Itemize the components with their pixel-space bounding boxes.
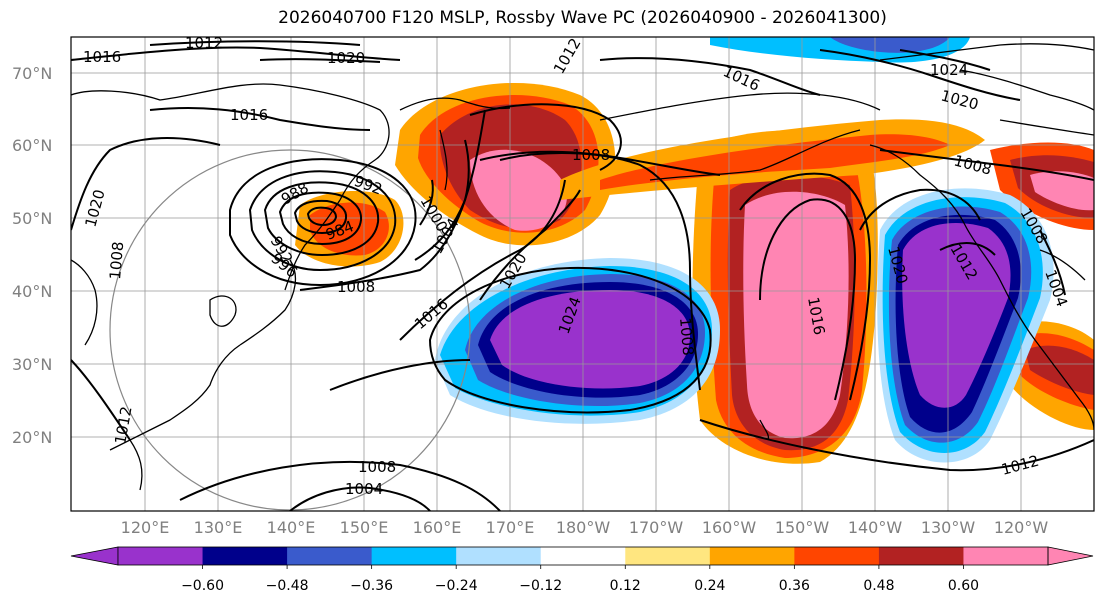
lon-label: 140°E bbox=[267, 518, 316, 537]
isobar-1020-east bbox=[859, 188, 981, 231]
isobar-1008-trough bbox=[299, 109, 486, 291]
isobar-label: 1016 bbox=[83, 48, 121, 66]
isobar-1020-north bbox=[259, 58, 381, 63]
isobar-label: 1004 bbox=[345, 480, 383, 498]
isobar-low-5 bbox=[293, 199, 348, 235]
lat-label: 40°N bbox=[12, 282, 52, 301]
colorbar-segment bbox=[625, 547, 711, 565]
colorbar-frame bbox=[117, 546, 1049, 566]
latitude-labels: 70°N 60°N 50°N 40°N 30°N 20°N bbox=[12, 64, 52, 447]
map-plot-area bbox=[71, 37, 1094, 511]
colorbar-tick-label: 0.60 bbox=[948, 578, 979, 594]
colorbar-tick-label: −0.24 bbox=[435, 578, 478, 594]
isobar-1012-aleutian bbox=[469, 103, 622, 171]
colorbar-tick-label: 0.12 bbox=[610, 578, 641, 594]
isobar-1016-siberia bbox=[149, 107, 371, 131]
isobar-1024-north bbox=[899, 49, 991, 71]
isobar-1016-ridge bbox=[399, 179, 566, 341]
isobar-label: 1008 bbox=[358, 458, 396, 476]
lon-label: 160°E bbox=[413, 518, 462, 537]
isobar-1012-tropic bbox=[71, 359, 131, 441]
lon-label: 150°W bbox=[775, 518, 830, 537]
lon-label: 130°W bbox=[921, 518, 976, 537]
isobar-1016-jet-north bbox=[599, 57, 821, 96]
rossby-positive-anomalies bbox=[295, 82, 1094, 464]
rossby-negative-anomalies bbox=[435, 37, 1054, 463]
graticule bbox=[71, 37, 1094, 511]
lat-label: 30°N bbox=[12, 355, 52, 374]
isobar-1008-aleutian bbox=[479, 150, 721, 176]
colorbar-segment bbox=[794, 547, 880, 565]
isobar-1016-eastridge bbox=[739, 172, 872, 401]
lon-label: 130°E bbox=[194, 518, 243, 537]
colorbar-segment bbox=[963, 547, 1049, 565]
colorbar-tick-label: 0.24 bbox=[694, 578, 725, 594]
isobar-1020-west bbox=[71, 137, 221, 231]
isobar-1004-coast bbox=[1039, 229, 1066, 296]
lat-label: 60°N bbox=[12, 136, 52, 155]
colorbar bbox=[70, 546, 1094, 569]
isobar-1024-high bbox=[428, 266, 712, 414]
isobar-label: 1016 bbox=[230, 106, 268, 124]
isobar-low-6 bbox=[306, 206, 338, 227]
isobar-label: 1008 bbox=[572, 146, 610, 164]
isobar-label: 1024 bbox=[930, 61, 968, 79]
colorbar-tick-label: −0.12 bbox=[519, 578, 562, 594]
colorbar-segment bbox=[540, 547, 626, 565]
isobar-low-outer bbox=[229, 158, 417, 287]
isobar-1000-trough bbox=[419, 179, 434, 226]
isobar-label: 1008 bbox=[106, 241, 127, 281]
colorbar-labels: −0.60 −0.48 −0.36 −0.24 −0.12 0.12 0.24 … bbox=[181, 578, 979, 594]
lon-label: 120°W bbox=[994, 518, 1049, 537]
colorbar-segment bbox=[456, 547, 542, 565]
colorbar-extend-min bbox=[70, 546, 119, 566]
colorbar-tick-label: −0.48 bbox=[266, 578, 309, 594]
lat-label: 20°N bbox=[12, 428, 52, 447]
isobar-label: 1020 bbox=[327, 49, 365, 67]
lon-label: 160°W bbox=[702, 518, 757, 537]
isobar-1004-trough bbox=[414, 139, 470, 261]
lon-label: 180°W bbox=[556, 518, 611, 537]
isobar-1020-ridge bbox=[479, 189, 581, 301]
isobar-1020-jet-north bbox=[819, 49, 1021, 101]
colorbar-segment bbox=[371, 547, 457, 565]
colorbar-segment bbox=[287, 547, 373, 565]
colorbar-segment bbox=[709, 547, 795, 565]
isobar-label: 1008 bbox=[337, 278, 375, 296]
colorbar-tick-label: 0.36 bbox=[779, 578, 810, 594]
isobar-low-3 bbox=[263, 181, 380, 257]
isobar-low-4 bbox=[278, 191, 363, 246]
colorbar-segment bbox=[202, 547, 288, 565]
coastlines bbox=[71, 43, 1094, 491]
map-title: 2026040700 F120 MSLP, Rossby Wave PC (20… bbox=[278, 8, 887, 28]
isobar-1016-northwest bbox=[71, 46, 401, 61]
colorbar-segment bbox=[118, 547, 204, 565]
colorbar-tick-label: −0.36 bbox=[350, 578, 393, 594]
map-frame bbox=[70, 36, 1095, 512]
isobar-1012-south bbox=[329, 359, 1094, 472]
isobar-1008-tropic bbox=[179, 460, 501, 511]
longitude-labels: 120°E 130°E 140°E 150°E 160°E 170°E 180°… bbox=[121, 518, 1049, 537]
lon-label: 140°W bbox=[848, 518, 903, 537]
lon-label: 170°W bbox=[629, 518, 684, 537]
lat-label: 70°N bbox=[12, 64, 52, 83]
lon-label: 150°E bbox=[340, 518, 389, 537]
colorbar-extend-max bbox=[1047, 546, 1094, 566]
colorbar-segment bbox=[878, 547, 964, 565]
isobar-1008-gulf bbox=[879, 149, 1094, 181]
isobar-low-2 bbox=[248, 170, 397, 272]
isobars bbox=[71, 40, 1094, 511]
isobar-1012-north bbox=[149, 40, 361, 46]
isobar-1016-eastridge-2 bbox=[759, 198, 857, 401]
lon-label: 120°E bbox=[121, 518, 170, 537]
isobar-1012-east bbox=[939, 242, 996, 256]
lat-label: 50°N bbox=[12, 209, 52, 228]
lon-label: 170°E bbox=[486, 518, 535, 537]
colorbar-tick-label: −0.60 bbox=[181, 578, 224, 594]
colorbar-tick-label: 0.48 bbox=[863, 578, 894, 594]
isobar-1004-tropic bbox=[289, 486, 431, 511]
isobar-label: 1012 bbox=[185, 34, 223, 52]
isobar-label: 1008 bbox=[676, 317, 697, 357]
